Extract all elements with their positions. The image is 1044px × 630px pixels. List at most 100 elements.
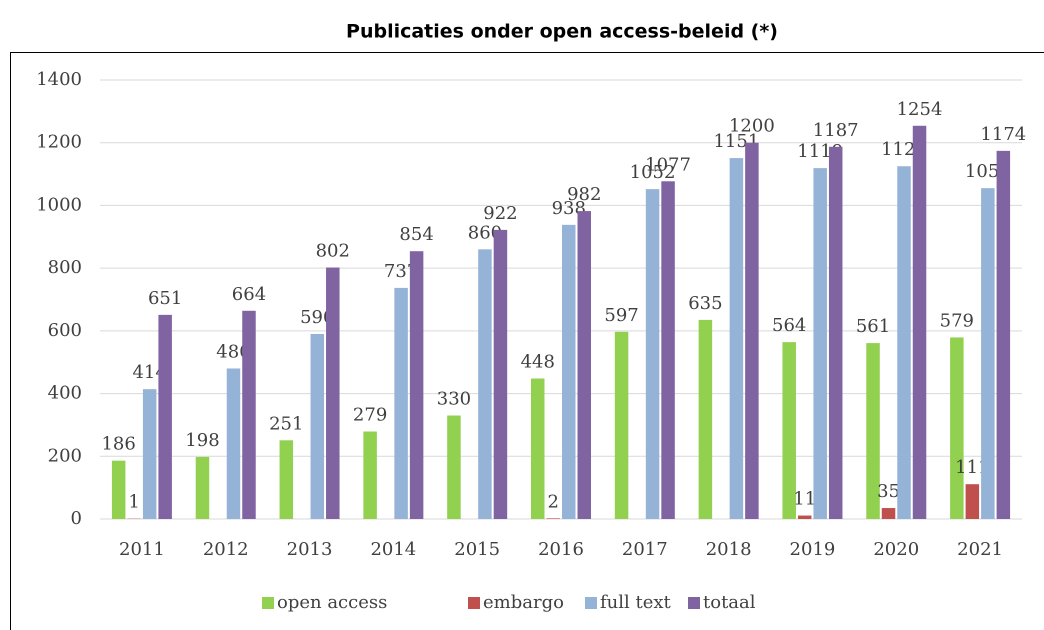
bar	[478, 249, 492, 520]
y-tick-label: 1200	[36, 132, 82, 153]
y-tick-label: 1000	[36, 194, 82, 215]
data-label: 2	[548, 491, 559, 512]
bar	[394, 287, 408, 519]
legend-swatch	[585, 597, 597, 609]
data-label: 1052	[630, 162, 676, 183]
bar	[813, 168, 827, 519]
bar	[645, 189, 660, 519]
bar	[950, 337, 964, 519]
bar	[242, 310, 256, 519]
data-label: 330	[437, 389, 471, 410]
x-tick-label: 2018	[706, 539, 752, 560]
data-label: 854	[399, 224, 433, 245]
chart-title: Publicaties onder open access-beleid (*)	[346, 21, 778, 43]
bar	[195, 456, 210, 519]
x-tick-label: 2014	[370, 539, 416, 560]
bar	[897, 166, 911, 519]
bar	[881, 508, 896, 519]
bar	[546, 518, 560, 519]
data-label: 480	[216, 341, 250, 362]
data-label: 35	[877, 481, 900, 502]
bar	[661, 181, 675, 519]
data-label: 1200	[729, 116, 775, 137]
data-label: 1254	[897, 99, 943, 120]
x-tick-label: 2020	[873, 539, 919, 560]
bar	[142, 389, 157, 519]
bar	[745, 142, 759, 519]
y-tick-label: 0	[71, 508, 82, 529]
chart-border	[10, 52, 1044, 630]
y-tick-label: 200	[48, 445, 82, 466]
bar	[912, 125, 927, 519]
bar	[614, 331, 629, 519]
data-label: 579	[940, 310, 974, 331]
x-tick-label: 2015	[454, 539, 500, 560]
bar	[729, 158, 744, 519]
bar	[310, 333, 325, 519]
data-label: 737	[384, 261, 418, 282]
data-label: 590	[300, 307, 334, 328]
data-label: 448	[521, 352, 555, 373]
y-tick-label: 400	[48, 383, 82, 404]
x-tick-label: 2017	[622, 539, 668, 560]
data-label: 186	[101, 434, 135, 455]
data-label: 198	[185, 430, 219, 451]
data-label: 938	[552, 198, 586, 219]
data-label: 564	[772, 315, 806, 336]
legend-swatch	[468, 597, 480, 609]
x-tick-label: 2012	[203, 539, 249, 560]
legend-label: full text	[600, 592, 672, 613]
y-tick-label: 1400	[36, 69, 82, 90]
bar	[493, 229, 508, 519]
bar	[363, 431, 377, 519]
data-label: 251	[269, 413, 303, 434]
legend-label: embargo	[483, 592, 564, 613]
data-label: 651	[148, 288, 182, 309]
bar	[409, 251, 424, 519]
bar	[577, 211, 591, 519]
bar	[996, 150, 1011, 520]
bar	[981, 188, 995, 520]
bar	[531, 378, 545, 519]
bar	[279, 440, 294, 519]
bar	[111, 460, 126, 519]
x-tick-label: 2021	[957, 539, 1003, 560]
data-label: 279	[353, 405, 387, 426]
data-label: 982	[567, 184, 601, 205]
data-label: 802	[316, 241, 350, 262]
bar	[698, 319, 713, 519]
bar	[965, 484, 980, 519]
bar	[797, 515, 812, 519]
data-label: 664	[232, 284, 266, 305]
data-label: 561	[856, 316, 890, 337]
data-label: 11	[793, 489, 816, 510]
legend-swatch	[688, 597, 700, 609]
bar	[226, 368, 241, 519]
data-label: 111	[955, 457, 989, 478]
x-tick-label: 2011	[119, 539, 165, 560]
data-label: 597	[604, 305, 638, 326]
bar	[866, 343, 880, 519]
x-tick-label: 2013	[287, 539, 333, 560]
data-label: 1187	[813, 120, 859, 141]
bar	[158, 314, 172, 519]
bar	[562, 224, 576, 519]
bar	[828, 146, 843, 519]
data-label: 414	[132, 362, 166, 383]
x-tick-label: 2016	[538, 539, 584, 560]
data-label: 922	[483, 203, 517, 224]
legend-label: open access	[277, 592, 387, 613]
data-label: 635	[688, 293, 722, 314]
bar	[326, 267, 340, 519]
data-label: 1077	[645, 154, 691, 175]
data-label: 1174	[980, 124, 1026, 145]
x-tick-label: 2019	[790, 539, 836, 560]
legend-label: totaal	[703, 592, 756, 613]
bar	[447, 415, 461, 519]
y-tick-label: 800	[48, 257, 82, 278]
data-label: 860	[468, 222, 502, 243]
data-label: 1	[128, 492, 139, 513]
legend-swatch	[262, 597, 274, 609]
bar	[782, 342, 796, 519]
